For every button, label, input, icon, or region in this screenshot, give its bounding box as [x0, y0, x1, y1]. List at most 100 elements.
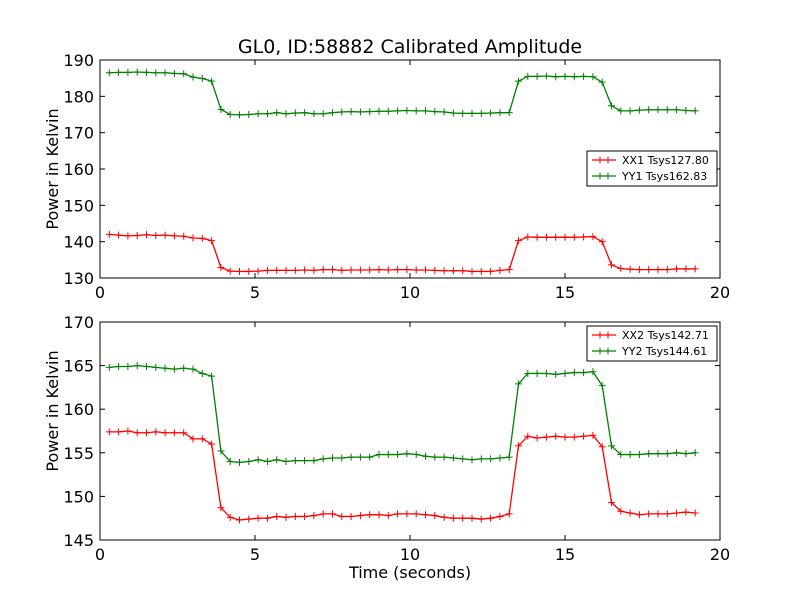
bottom-series-2-point	[440, 453, 448, 461]
top-series-2-point	[487, 109, 495, 117]
top-series-1-point	[366, 266, 374, 274]
bottom-series-1-point	[673, 509, 681, 517]
top-series-1-point	[217, 263, 225, 271]
bottom-series-1-point	[617, 507, 625, 515]
top-series-2-point	[375, 107, 383, 115]
top-series-1-point	[226, 267, 234, 275]
bottom-series-2-point	[542, 369, 550, 377]
bottom-series-2-point	[515, 380, 522, 388]
top-series-2-point	[273, 109, 281, 117]
top-series-2-point	[394, 107, 402, 115]
top-series-1-point	[524, 233, 532, 241]
bottom-series-2-point	[561, 369, 569, 377]
bottom-series-2-point	[570, 369, 578, 377]
bottom-series-1-point	[505, 510, 513, 518]
bottom-series-2-point	[319, 455, 327, 463]
bottom-x-tick-label: 20	[710, 545, 730, 564]
bottom-series-1-point	[254, 514, 262, 522]
bottom-series-1-point	[552, 432, 560, 440]
bottom-series-1-point	[477, 515, 485, 523]
top-series-1-point	[598, 238, 606, 246]
top-y-tick-label: 190	[63, 51, 94, 70]
top-series-1-point	[180, 232, 188, 240]
top-series-2-point	[552, 73, 560, 81]
bottom-series-1-point	[152, 428, 160, 436]
bottom-series-2-point	[691, 449, 699, 457]
bottom-series-2-point	[598, 382, 606, 390]
top-series-1-point	[245, 267, 253, 275]
bottom-series-1-point	[291, 512, 299, 520]
bottom-series-1-point	[524, 432, 532, 440]
top-series-2-point	[208, 77, 216, 85]
bottom-series-2-point	[505, 453, 513, 461]
top-series-1-point	[663, 266, 671, 274]
bottom-series-2-point	[329, 454, 336, 462]
bottom-series-line-1	[109, 430, 696, 521]
top-series-2-point	[319, 110, 327, 118]
top-series-2-point	[245, 111, 253, 118]
bottom-chart-ylabel: Power in Kelvin	[43, 350, 62, 471]
bottom-series-2-point	[412, 451, 420, 459]
top-series-1-point	[412, 266, 420, 274]
top-chart-panel: 0 5 10 15 20 130 140 150 160 170 180 190 XX1 Tsys127…	[63, 51, 730, 302]
bottom-series-1-point	[691, 509, 699, 517]
bottom-series-2-point	[682, 450, 690, 458]
top-series-1-point	[189, 234, 197, 242]
bottom-series-1-point	[329, 510, 336, 518]
bottom-series-1-point	[394, 510, 402, 518]
bottom-series-2-point	[468, 456, 476, 464]
bottom-series-1-point	[589, 431, 597, 439]
top-series-1-point	[561, 233, 569, 241]
bottom-series-1-point	[170, 429, 178, 437]
bottom-series-1-point	[422, 511, 429, 519]
bottom-series-1-point	[449, 514, 457, 522]
bottom-legend-marker-2	[596, 347, 604, 355]
bottom-series-1-point	[282, 513, 290, 521]
top-series-2-point	[645, 106, 653, 114]
top-series-1-point	[589, 233, 597, 241]
bottom-series-1-point	[635, 511, 643, 519]
top-series-1-point	[496, 266, 504, 274]
top-y-tick-label: 140	[63, 233, 94, 252]
bottom-series-1-point	[161, 429, 169, 437]
top-series-1-point	[273, 266, 281, 274]
top-series-1-point	[133, 231, 141, 239]
top-y-tick-label: 130	[63, 269, 94, 288]
bottom-series-1-point	[440, 513, 448, 521]
bottom-series-2-point	[524, 369, 532, 377]
top-series-1-point	[198, 234, 206, 242]
bottom-legend-marker-2	[604, 347, 612, 355]
top-series-2-point	[542, 72, 550, 80]
top-series-2-point	[152, 69, 160, 77]
bottom-series-1-point	[105, 428, 113, 436]
top-series-1-point	[301, 266, 309, 274]
bottom-legend-marker-1	[596, 331, 604, 339]
bottom-series-1-point	[598, 443, 606, 451]
top-series-2-point	[384, 107, 392, 115]
bottom-series-1-point	[226, 513, 234, 521]
top-series-2-point	[524, 72, 532, 80]
top-series-1-point	[105, 230, 113, 238]
bottom-series-2-point	[394, 451, 402, 459]
top-series-2-point	[598, 78, 606, 86]
top-x-tick-label: 10	[400, 283, 420, 302]
top-series-1-point	[645, 266, 653, 274]
top-series-1-point	[515, 237, 522, 245]
top-series-2-point	[561, 72, 569, 80]
top-series-2-point	[170, 69, 178, 77]
top-series-2-point	[180, 70, 188, 78]
bottom-series-2-point	[403, 450, 411, 458]
top-series-2-point	[496, 109, 504, 117]
top-series-2-point	[198, 75, 206, 83]
bottom-series-2-point	[347, 453, 355, 461]
top-series-2-point	[105, 69, 113, 77]
top-series-1-point	[431, 266, 439, 274]
bottom-x-tick-label: 0	[95, 545, 105, 564]
bottom-series-2-point	[143, 362, 150, 370]
top-series-1-point	[403, 266, 411, 274]
top-series-1-point	[329, 266, 336, 274]
top-x-tick-label: 15	[555, 283, 575, 302]
bottom-series-2-point	[422, 452, 429, 460]
top-series-2-point	[459, 109, 467, 117]
